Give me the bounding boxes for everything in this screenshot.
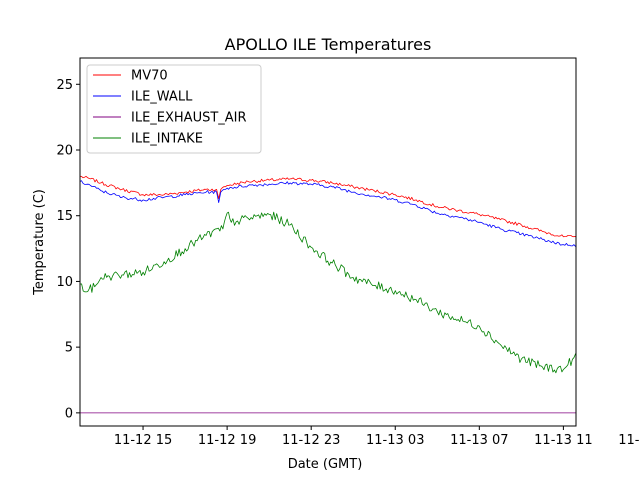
x-tick-label: 11-12 15	[114, 433, 172, 448]
x-tick-label: 11-13 07	[450, 433, 508, 448]
legend-box	[86, 64, 262, 154]
y-tick-label: 15	[56, 209, 73, 224]
y-tick-label: 0	[65, 406, 73, 421]
y-tick-label: 5	[65, 341, 73, 356]
y-tick-label: 10	[56, 275, 73, 290]
x-axis-label: Date (GMT)	[288, 457, 363, 472]
series-line-mv70	[80, 175, 576, 239]
x-tick-label: 11-12 23	[282, 433, 340, 448]
series-layer	[80, 175, 576, 414]
x-axis-ticks: 11-12 15 11-12 19 11-12 23 11-13 03 11-13 07…	[114, 426, 640, 448]
series-line-ile-wall	[80, 180, 576, 247]
x-tick-label: 11-13 03	[366, 433, 424, 448]
x-tick-label: 11-13 15	[618, 433, 640, 448]
legend-label-ile-wall: ILE_WALL	[131, 90, 193, 105]
y-tick-label: 25	[56, 78, 73, 93]
plot-area	[79, 57, 577, 427]
legend: MV70 ILE_WALL ILE_EXHAUST_AIR ILE_INTAKE	[86, 64, 262, 154]
y-axis-label: Temperature (C)	[32, 189, 47, 296]
y-axis-ticks: 0 5 10 15 20 25	[56, 78, 80, 421]
x-tick-label: 11-12 19	[198, 433, 256, 448]
chart-title: APOLLO ILE Temperatures	[225, 35, 432, 54]
series-line-ile-intake	[80, 211, 576, 374]
legend-label-ile-intake: ILE_INTAKE	[131, 132, 203, 147]
x-tick-label: 11-13 11	[534, 433, 592, 448]
plot-frame	[79, 57, 577, 427]
legend-label-ile-exhaust-air: ILE_EXHAUST_AIR	[131, 111, 247, 126]
y-tick-label: 20	[56, 144, 73, 159]
legend-label-mv70: MV70	[131, 69, 168, 84]
